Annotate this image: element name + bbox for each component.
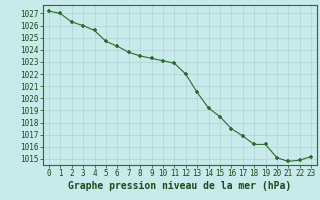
X-axis label: Graphe pression niveau de la mer (hPa): Graphe pression niveau de la mer (hPa)	[68, 181, 292, 191]
